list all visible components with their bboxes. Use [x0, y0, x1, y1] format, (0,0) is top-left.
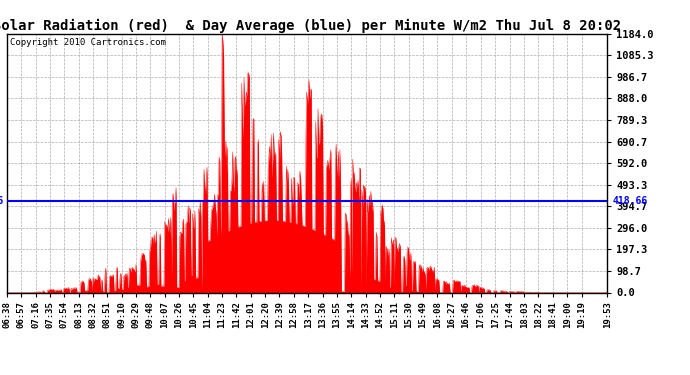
Text: Copyright 2010 Cartronics.com: Copyright 2010 Cartronics.com: [10, 38, 166, 46]
Text: 418.66: 418.66: [613, 196, 648, 206]
Title: Solar Radiation (red)  & Day Average (blue) per Minute W/m2 Thu Jul 8 20:02: Solar Radiation (red) & Day Average (blu…: [0, 18, 621, 33]
Text: 418.66: 418.66: [0, 196, 4, 206]
